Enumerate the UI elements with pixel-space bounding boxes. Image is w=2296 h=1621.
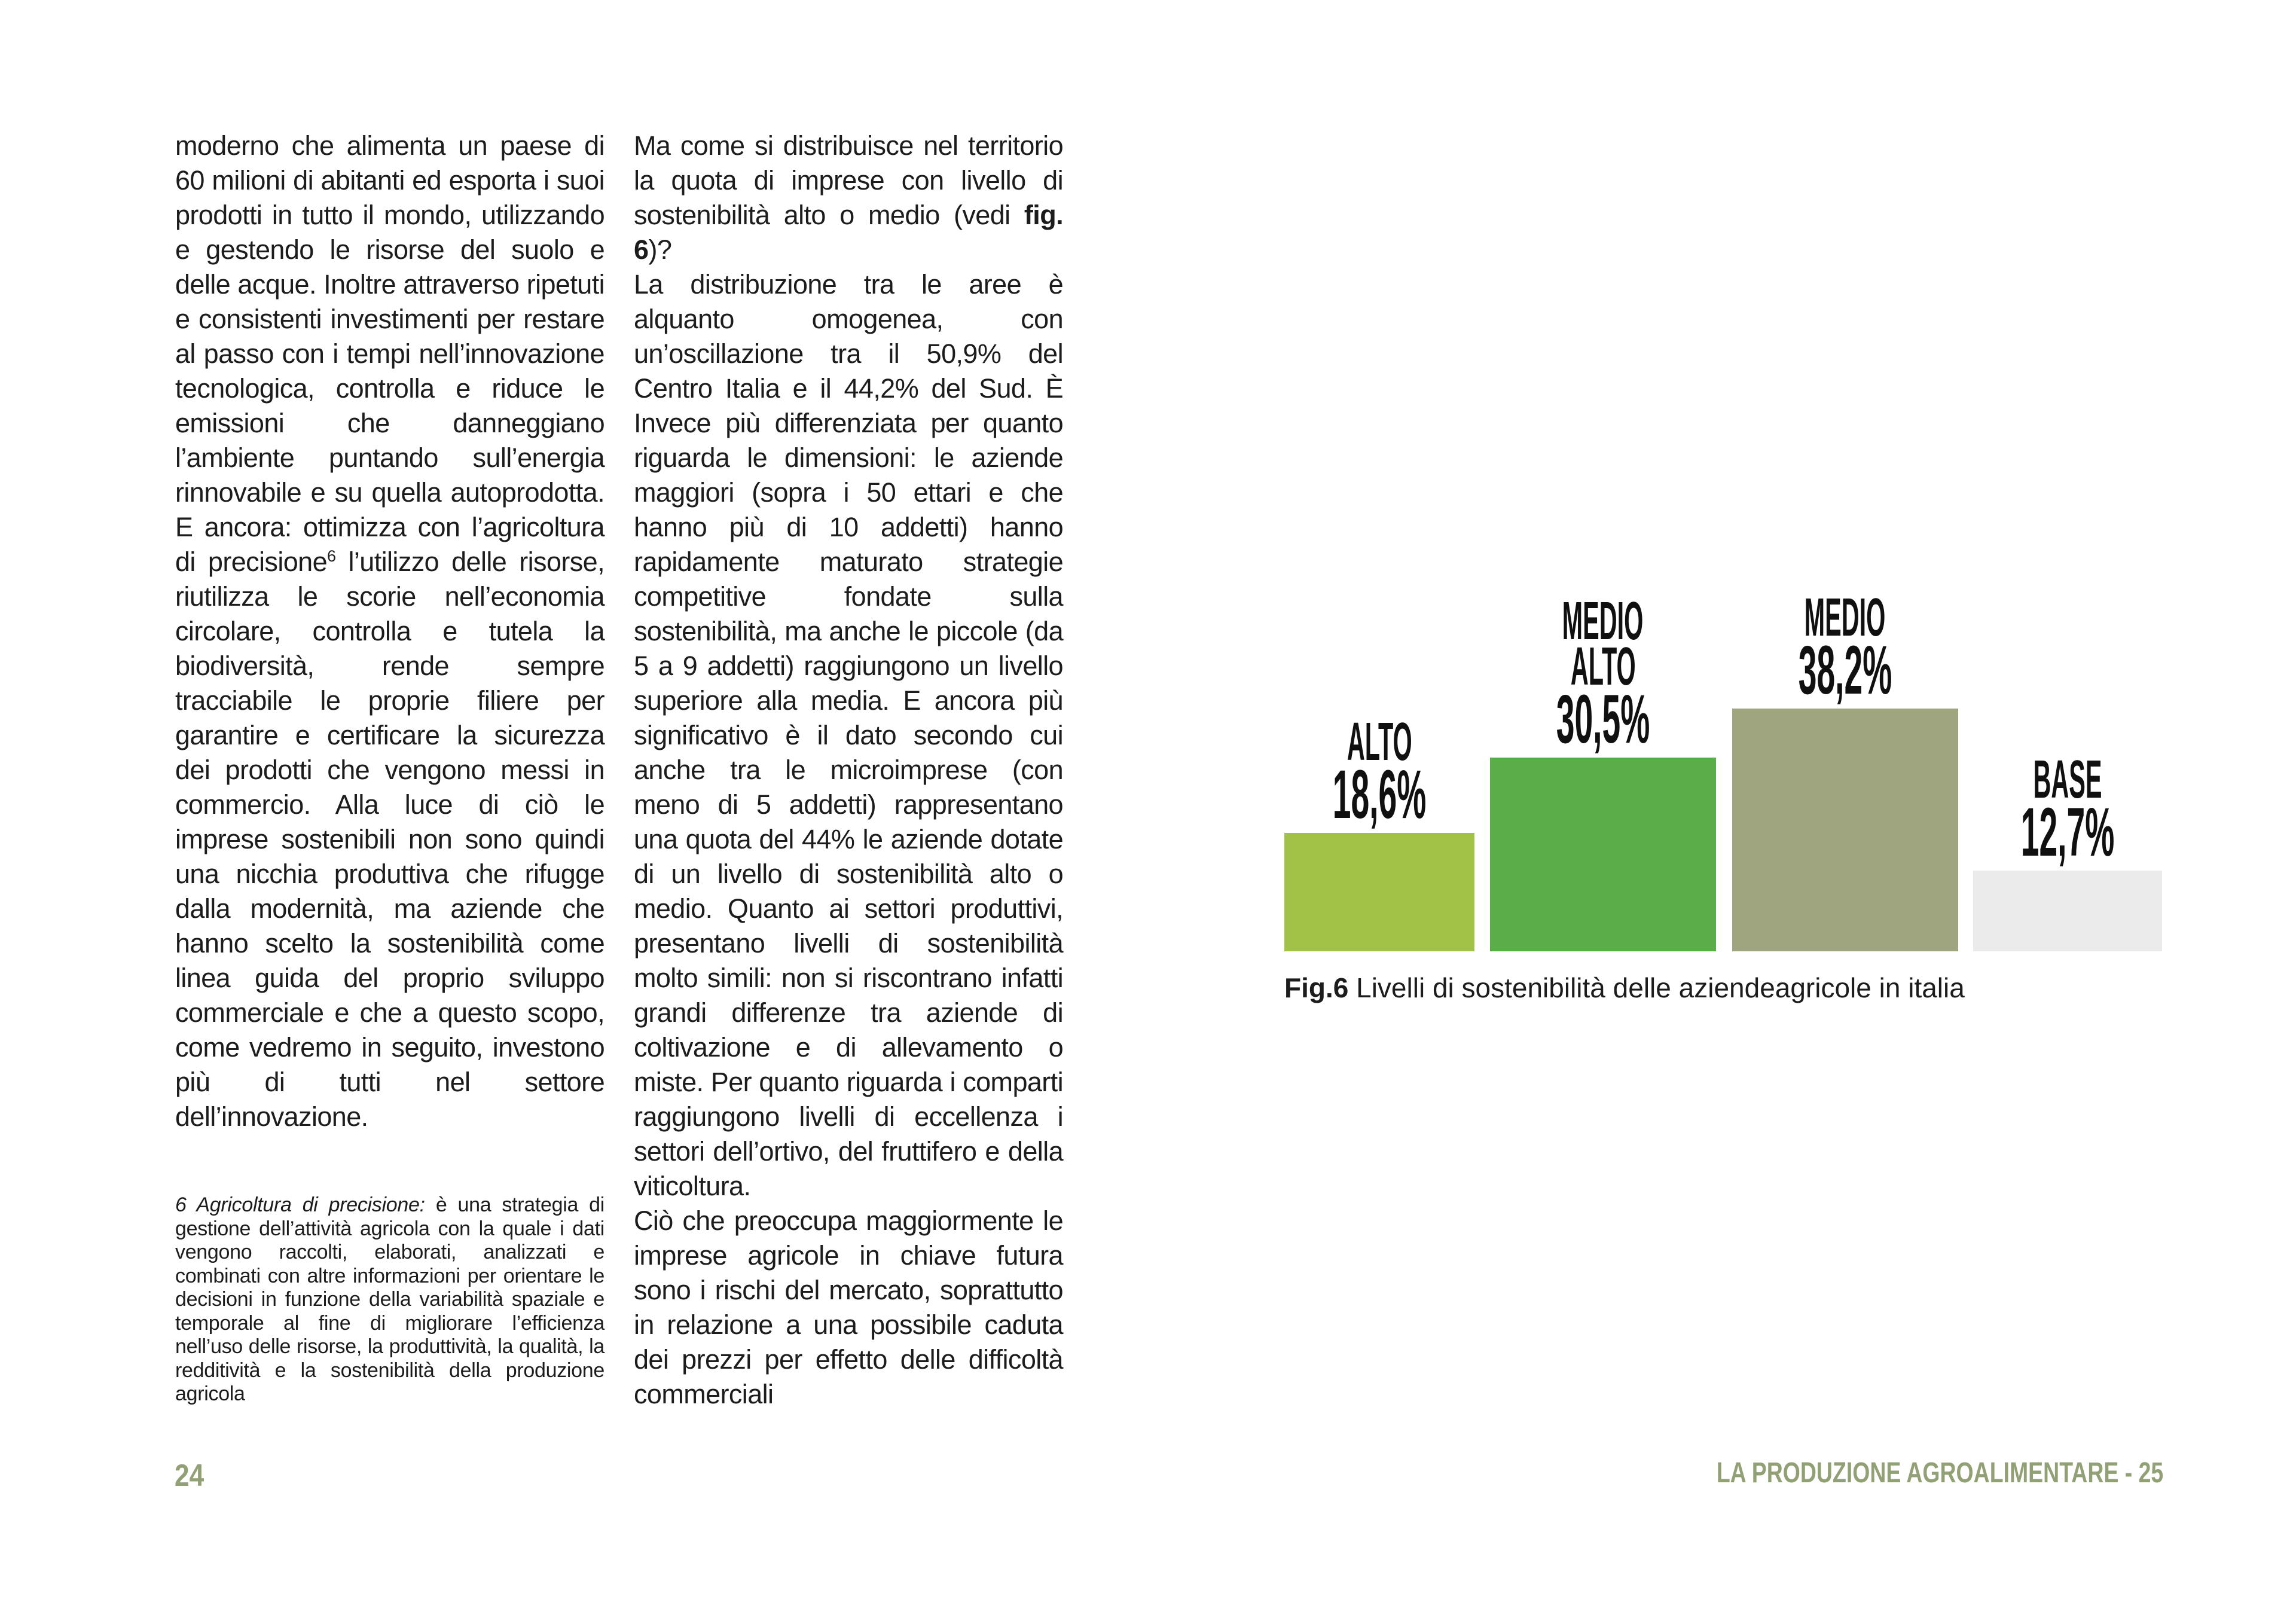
- running-footer-right: LA PRODUZIONE AGROALIMENTARE - 25: [1284, 1457, 2163, 1489]
- paragraph-text: )?: [648, 234, 672, 265]
- bar-value-label: 18,6%: [1332, 756, 1427, 833]
- bar-rect: [1732, 709, 1958, 951]
- body-column-1: moderno che alimenta un paese di 60 mili…: [175, 129, 605, 1134]
- bar-rect: [1284, 833, 1474, 951]
- figure-caption-label: Fig.6: [1284, 972, 1349, 1003]
- body-paragraph: Ciò che preoccupa maggiormente le impres…: [634, 1205, 1064, 1409]
- figure-reference: fig. 6: [634, 200, 1064, 265]
- body-column-2: Ma come si distribuisce nel territorio l…: [634, 129, 1064, 1412]
- bar-column: ALTO 18,6%: [1284, 712, 1474, 951]
- paragraph-text: l’utilizzo delle risorse, riutilizza le …: [175, 547, 605, 1132]
- footnote-reference: 6: [327, 547, 336, 565]
- bar-rect: [1490, 758, 1716, 951]
- bar-column: MEDIO ALTO 30,5%: [1490, 591, 1716, 951]
- figure-caption-text: Livelli di sostenibilità delle aziendeag…: [1348, 972, 1965, 1003]
- bar-value-label: 38,2%: [1798, 632, 1892, 709]
- bar-value-label: 12,7%: [2020, 794, 2115, 871]
- fig6-bar-chart: ALTO 18,6% MEDIO ALTO 30,5% MEDIO 38,2% BASE 12,…: [1284, 588, 2163, 951]
- bar-category-label: ALTO: [1570, 637, 1636, 697]
- paragraph-text: Ma come si distribuisce nel territorio l…: [634, 130, 1064, 230]
- bar-value-label: 30,5%: [1556, 681, 1650, 758]
- bar-category-label: MEDIO: [1562, 591, 1644, 651]
- footnote-lead: 6 Agricoltura di precisione:: [175, 1193, 425, 1216]
- figure-caption: Fig.6 Livelli di sostenibilità delle azi…: [1284, 971, 2163, 1005]
- footnote: 6 Agricoltura di precisione: è una strat…: [175, 1193, 604, 1406]
- body-paragraph: Ma come si distribuisce nel territorio l…: [634, 129, 1064, 267]
- footnote-text: è una strategia di gestione dell’attivit…: [175, 1193, 605, 1405]
- bar-category-label: ALTO: [1347, 712, 1412, 772]
- body-paragraph: moderno che alimenta un paese di 60 mili…: [175, 129, 605, 1134]
- page-number-left: 24: [175, 1458, 204, 1493]
- bar-column: MEDIO 38,2%: [1732, 588, 1958, 951]
- body-paragraph: La distribuzione tra le aree è alquanto …: [634, 269, 1064, 1201]
- bar-category-label: MEDIO: [1805, 588, 1886, 648]
- bar-rect: [1973, 871, 2162, 951]
- running-footer-text: LA PRODUZIONE AGROALIMENTARE - 25: [1716, 1457, 2163, 1489]
- bar-column: BASE 12,7%: [1973, 750, 2162, 951]
- bar-category-label: BASE: [2033, 750, 2102, 810]
- paragraph-text: moderno che alimenta un paese di 60 mili…: [175, 130, 605, 577]
